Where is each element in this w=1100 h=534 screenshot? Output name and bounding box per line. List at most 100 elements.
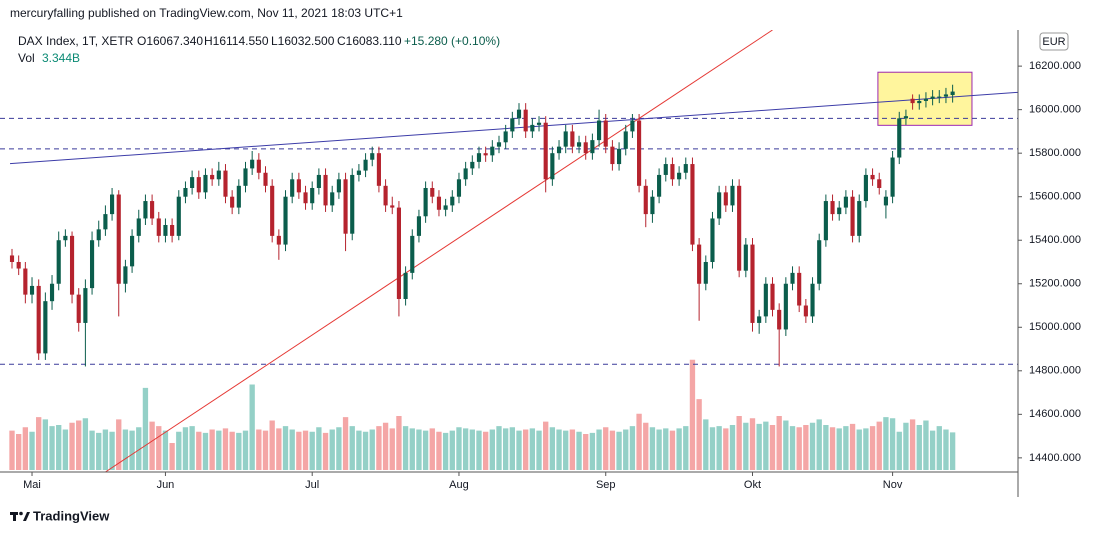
candle-body [176,196,181,236]
legend-volume-value: 3.344B [42,51,80,65]
y-tick-label: 16000.000 [1029,104,1081,116]
y-tick-label: 15200.000 [1029,278,1081,290]
candle-body [430,187,435,197]
volume-bar [709,427,716,470]
candle-body [890,157,895,197]
volume-bar [182,427,189,470]
volume-bar [876,421,882,470]
candle-body [490,146,495,156]
volume-bar [589,432,596,470]
logo [10,511,30,521]
y-tick-label: 15000.000 [1029,321,1081,333]
volume-bar [556,429,562,470]
x-tick-label: Jun [157,479,175,491]
candle-body [256,159,261,173]
volume-bar [856,429,862,470]
volume-bar [442,432,449,470]
volume-bar [683,426,689,470]
candle-body [563,131,568,147]
candle-body [436,196,442,210]
volume-bar [222,428,229,470]
candle-body [770,283,775,310]
volume-bar [489,429,495,470]
candle-body [56,240,61,284]
candle-body [830,201,835,215]
volume-bar [396,416,402,470]
candle-body [570,131,575,147]
volume-bar [523,429,529,470]
volume-bar [649,427,656,470]
volume-bar [676,428,682,470]
volume-bar [236,432,242,470]
volume-bar [36,417,42,470]
candle-body [530,124,535,132]
volume-bar [936,426,942,470]
y-tick-label: 14800.000 [1029,365,1081,377]
currency: EUR [1042,36,1065,48]
candle-body [216,170,221,180]
volume-bar [149,421,155,470]
volume-bar [196,431,202,470]
candle-body [383,185,388,206]
volume-bar [349,426,355,470]
volume-bar [482,431,489,470]
volume-bar [456,427,462,470]
y-tick-label: 15400.000 [1029,234,1081,246]
volume-bar [736,416,742,470]
candle-body [930,96,935,99]
candle-body [757,316,762,323]
volume-bar [156,426,162,470]
candle-body [810,283,815,317]
x-tick-label: Sep [596,479,616,491]
volume-bar [436,431,442,470]
candle-body [750,244,755,323]
currency-box[interactable] [1039,32,1069,51]
candle-body [536,122,542,125]
volume-bar [696,399,702,470]
publish-header: mercuryfalling published on TradingView.… [10,6,403,20]
volume-bar [202,432,209,470]
candle-body [270,185,275,236]
volume-bar [376,426,382,470]
volume-bar [563,430,569,470]
volume-bar [909,419,916,470]
volume-bar [22,427,29,470]
candle-body [336,179,341,193]
volume-bar [929,430,936,470]
volume-bar [109,431,115,470]
legend-high: H16114.550 [204,34,269,48]
volume-bar [769,425,776,470]
candle-body [36,285,41,354]
candle-body [210,174,215,180]
candle-body [196,177,201,193]
candle-body [863,174,868,202]
candle-body [230,196,235,208]
volume-bar [616,431,622,470]
volume-bar [402,426,409,470]
candle-body [603,120,608,147]
candle-body [543,122,548,180]
volume-bar [603,427,609,470]
candle-body [670,164,675,180]
volume-bar [509,427,516,470]
volume-bar [362,431,369,470]
candle-body [763,283,768,317]
candle-body [250,159,255,169]
y-tick-label: 15800.000 [1029,147,1081,159]
candle-body [637,120,642,186]
y-tick-label: 15600.000 [1029,191,1081,203]
candle-body [96,229,101,241]
volume-bar [869,426,876,470]
candle-body [89,240,95,289]
candle-body [690,164,695,245]
candle-body [363,159,368,171]
volume-bar [476,430,482,470]
candle-body [170,224,175,236]
volume-bar [302,430,309,470]
volume-bar [816,419,822,470]
volume-bar [823,425,829,470]
volume-bar [863,428,869,470]
candle-body [223,170,228,197]
volume-bar [102,429,109,470]
volume-bar [96,432,102,470]
